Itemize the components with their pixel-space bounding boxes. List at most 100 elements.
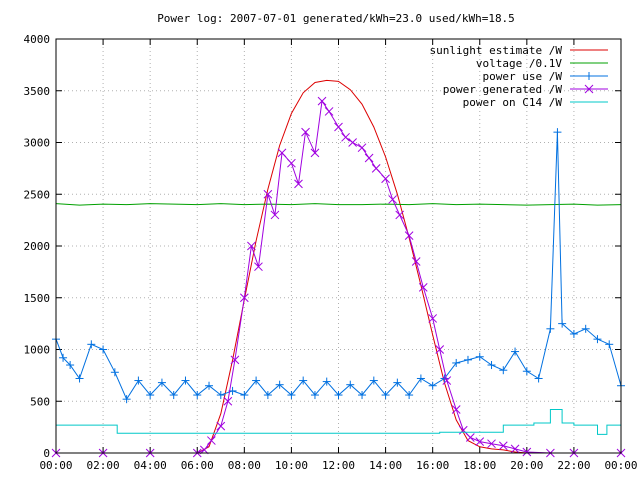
series-point xyxy=(522,447,532,457)
series-point xyxy=(428,381,437,390)
y-tick-label: 4000 xyxy=(24,33,51,46)
series-point xyxy=(334,122,343,132)
x-tick-label: 00:00 xyxy=(604,459,637,472)
y-tick-label: 1000 xyxy=(24,344,51,357)
series-point xyxy=(369,376,378,385)
x-tick-label: 22:00 xyxy=(557,459,590,472)
series-point xyxy=(324,107,334,116)
series-point xyxy=(110,368,119,377)
series-point xyxy=(87,340,96,349)
series-point xyxy=(99,345,108,354)
series-point xyxy=(277,148,287,158)
plot-frame xyxy=(55,38,622,454)
x-tick-label: 00:00 xyxy=(39,459,72,472)
series-point xyxy=(358,391,367,400)
series-point xyxy=(435,345,445,354)
series-line xyxy=(56,99,621,454)
series-point xyxy=(395,210,405,220)
series-point xyxy=(498,441,508,451)
y-tick-label: 2500 xyxy=(24,188,51,201)
x-tick-label: 10:00 xyxy=(275,459,308,472)
legend-label: voltage /0.1V xyxy=(476,57,562,70)
series-point xyxy=(299,376,308,385)
series-point xyxy=(511,347,520,356)
series-point xyxy=(534,374,543,383)
legend-label: power generated /W xyxy=(443,83,563,96)
series-line xyxy=(197,79,551,454)
series-point xyxy=(270,210,280,220)
series-point xyxy=(487,439,496,449)
series-point xyxy=(605,340,614,349)
series-point xyxy=(146,391,155,400)
series-point xyxy=(263,391,272,400)
series-point xyxy=(294,179,303,189)
series-point xyxy=(357,143,367,153)
x-tick-label: 04:00 xyxy=(134,459,167,472)
series-point xyxy=(247,241,256,251)
series-point xyxy=(59,353,68,362)
series-point xyxy=(157,378,166,387)
x-tick-label: 18:00 xyxy=(463,459,496,472)
series-point xyxy=(134,376,143,385)
x-tick-label: 02:00 xyxy=(87,459,120,472)
series-point xyxy=(310,391,319,400)
legend-label: sunlight estimate /W xyxy=(430,44,563,57)
series-point xyxy=(393,378,402,387)
legend-marker xyxy=(584,84,594,94)
y-axis-ticks: 0 500 1000 1500 2000 2500 3000 3500 4000 xyxy=(24,33,621,460)
series-point xyxy=(458,425,468,435)
series-point xyxy=(75,374,84,383)
series-point xyxy=(287,391,296,400)
x-tick-label: 16:00 xyxy=(416,459,449,472)
series-point xyxy=(240,391,249,400)
series-point xyxy=(301,127,310,137)
series-point xyxy=(522,367,531,376)
series-point xyxy=(487,361,496,370)
series-point xyxy=(465,433,475,442)
legend-label: power on C14 /W xyxy=(463,96,563,109)
series-1 xyxy=(55,203,622,206)
series-layer xyxy=(51,79,626,458)
series-point xyxy=(310,148,320,158)
series-point xyxy=(230,355,240,365)
x-tick-label: 08:00 xyxy=(228,459,261,472)
series-point xyxy=(593,335,602,344)
series-point xyxy=(181,376,190,385)
x-tick-label: 12:00 xyxy=(322,459,355,472)
chart-title: Power log: 2007-07-01 generated/kWh=23.0… xyxy=(157,12,515,25)
series-point xyxy=(205,381,214,390)
x-tick-label: 14:00 xyxy=(369,459,402,472)
series-point xyxy=(404,231,414,241)
series-3 xyxy=(51,96,626,458)
series-0 xyxy=(197,79,551,454)
series-point xyxy=(364,153,374,163)
series-point xyxy=(239,293,249,303)
series-point xyxy=(287,158,296,168)
series-point xyxy=(451,405,461,414)
series-point xyxy=(334,391,343,400)
y-tick-label: 0 xyxy=(43,447,50,460)
series-point xyxy=(348,138,357,147)
series-point xyxy=(418,283,428,292)
series-point xyxy=(581,324,590,333)
series-line xyxy=(55,203,622,206)
series-point xyxy=(428,314,438,323)
series-point xyxy=(381,174,390,184)
series-point xyxy=(452,358,461,367)
y-tick-label: 3500 xyxy=(24,85,51,98)
series-point xyxy=(122,395,131,404)
series-point xyxy=(475,437,485,446)
series-point xyxy=(546,324,555,333)
series-point xyxy=(317,96,327,106)
series-point xyxy=(558,319,567,328)
series-point xyxy=(263,189,273,199)
series-point xyxy=(475,352,484,361)
series-point xyxy=(553,128,562,137)
series-point xyxy=(252,376,261,385)
series-point xyxy=(371,164,381,173)
y-tick-label: 2000 xyxy=(24,240,51,253)
series-point xyxy=(569,329,578,338)
series-point xyxy=(207,436,216,445)
